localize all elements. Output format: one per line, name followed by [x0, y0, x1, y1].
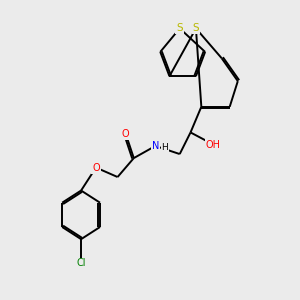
Text: OH: OH [206, 140, 221, 150]
Text: N: N [152, 141, 159, 151]
Text: Cl: Cl [76, 259, 86, 269]
Text: O: O [122, 129, 130, 139]
Text: H: H [161, 143, 168, 152]
Text: S: S [193, 23, 199, 33]
Text: S: S [176, 23, 183, 33]
Text: O: O [92, 163, 100, 172]
